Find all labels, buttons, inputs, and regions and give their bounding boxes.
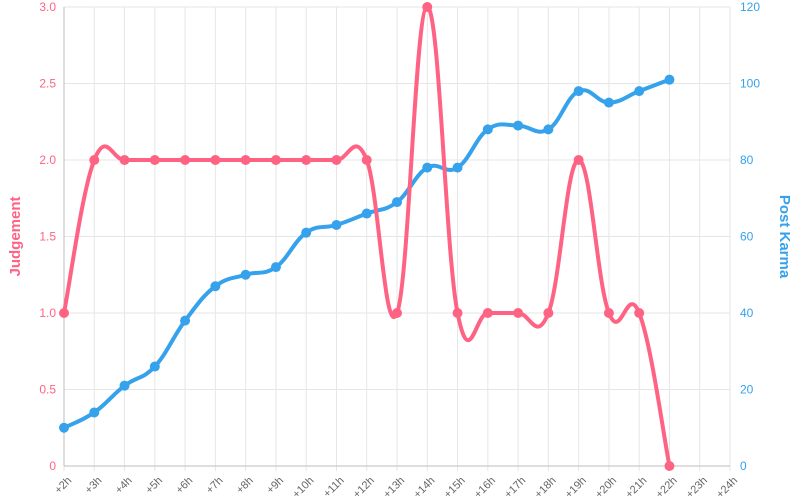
y-axis-right-title: Post Karma	[776, 195, 793, 279]
x-tick-label: +3h	[83, 475, 105, 497]
data-point-judgement[interactable]	[361, 155, 372, 165]
data-point-judgement[interactable]	[180, 155, 191, 165]
data-point-post-karma[interactable]	[301, 227, 312, 238]
data-point-post-karma[interactable]	[331, 220, 342, 231]
y-right-tick-label: 0	[740, 459, 747, 473]
data-point-judgement[interactable]	[482, 308, 493, 318]
series-post-karma	[59, 74, 675, 433]
y-axis-right-ticks: 0 20 40 60 80 100 120	[740, 0, 760, 473]
x-axis-ticks: +2h +3h +4h +5h +6h +7h +8h +9h +10h +11h +12h +13h…	[53, 475, 741, 500]
y-right-tick-label: 120	[740, 0, 760, 14]
data-point-post-karma[interactable]	[634, 86, 645, 97]
data-point-judgement[interactable]	[452, 308, 463, 318]
data-point-judgement[interactable]	[392, 308, 402, 318]
data-point-judgement[interactable]	[543, 308, 554, 318]
x-tick-label: +23h	[684, 475, 710, 500]
data-point-judgement[interactable]	[301, 155, 312, 165]
x-tick-label: +17h	[502, 475, 528, 500]
data-point-judgement[interactable]	[270, 155, 281, 165]
y-axis-left-ticks: 0 0.5 1.0 1.5 2.0 2.5 3.0	[39, 0, 56, 473]
x-tick-label: +8h	[234, 475, 256, 497]
x-tick-label: +11h	[321, 475, 346, 500]
data-point-judgement[interactable]	[89, 155, 100, 165]
x-tick-label: +2h	[53, 475, 75, 497]
data-point-post-karma[interactable]	[452, 162, 463, 173]
data-point-post-karma[interactable]	[482, 124, 493, 135]
data-point-judgement[interactable]	[119, 155, 130, 165]
data-point-post-karma[interactable]	[180, 315, 191, 326]
x-tick-label: +13h	[381, 475, 407, 500]
y-left-tick-label: 1.0	[39, 306, 56, 320]
y-left-tick-label: 0	[49, 459, 56, 473]
y-axis-left-title: Judgement	[7, 196, 24, 276]
y-right-tick-label: 100	[740, 77, 760, 91]
x-tick-label: +21h	[623, 475, 649, 500]
data-point-post-karma[interactable]	[149, 361, 160, 372]
x-tick-label: +22h	[654, 475, 680, 500]
data-point-judgement[interactable]	[59, 308, 69, 318]
x-tick-label: +14h	[411, 475, 437, 500]
x-tick-label: +6h	[174, 475, 196, 497]
data-point-judgement[interactable]	[210, 155, 221, 165]
x-tick-label: +16h	[472, 475, 498, 500]
y-left-tick-label: 3.0	[39, 0, 56, 14]
data-point-judgement[interactable]	[664, 461, 675, 471]
y-right-tick-label: 20	[740, 383, 754, 397]
series	[59, 2, 675, 471]
data-point-judgement[interactable]	[331, 155, 342, 165]
data-point-post-karma[interactable]	[573, 86, 584, 97]
data-point-post-karma[interactable]	[543, 124, 554, 135]
x-tick-label: +12h	[351, 475, 377, 500]
data-point-judgement[interactable]	[240, 155, 251, 165]
data-point-judgement[interactable]	[603, 308, 614, 318]
x-tick-label: +24h	[714, 475, 740, 500]
x-tick-label: +10h	[290, 475, 316, 500]
data-point-post-karma[interactable]	[664, 74, 675, 85]
data-point-post-karma[interactable]	[119, 380, 130, 391]
data-point-judgement[interactable]	[422, 2, 433, 12]
x-tick-label: +7h	[204, 475, 226, 497]
data-point-post-karma[interactable]	[361, 208, 372, 219]
data-point-judgement[interactable]	[149, 155, 160, 165]
y-left-tick-label: 2.5	[39, 77, 56, 91]
y-right-tick-label: 40	[740, 306, 754, 320]
y-right-tick-label: 60	[740, 230, 754, 244]
y-left-tick-label: 1.5	[39, 230, 56, 244]
x-tick-label: +15h	[442, 475, 468, 500]
x-tick-label: +19h	[563, 475, 589, 500]
y-left-tick-label: 2.0	[39, 153, 56, 167]
series-judgement	[59, 2, 675, 471]
x-tick-label: +18h	[533, 475, 559, 500]
data-point-post-karma[interactable]	[240, 269, 251, 280]
data-point-post-karma[interactable]	[89, 407, 100, 418]
grid	[63, 6, 731, 471]
x-tick-label: +9h	[264, 475, 286, 497]
data-point-post-karma[interactable]	[392, 197, 402, 208]
data-point-post-karma[interactable]	[422, 162, 433, 173]
x-tick-label: +20h	[593, 475, 619, 500]
y-left-tick-label: 0.5	[39, 383, 56, 397]
x-tick-label: +5h	[143, 475, 165, 497]
data-point-judgement[interactable]	[573, 155, 584, 165]
data-point-post-karma[interactable]	[513, 120, 524, 131]
y-right-tick-label: 80	[740, 153, 754, 167]
data-point-post-karma[interactable]	[603, 97, 614, 108]
data-point-post-karma[interactable]	[59, 422, 69, 433]
data-point-judgement[interactable]	[513, 308, 524, 318]
data-point-post-karma[interactable]	[270, 262, 281, 273]
x-tick-label: +4h	[113, 475, 135, 497]
data-point-post-karma[interactable]	[210, 281, 221, 292]
data-point-judgement[interactable]	[634, 308, 645, 318]
